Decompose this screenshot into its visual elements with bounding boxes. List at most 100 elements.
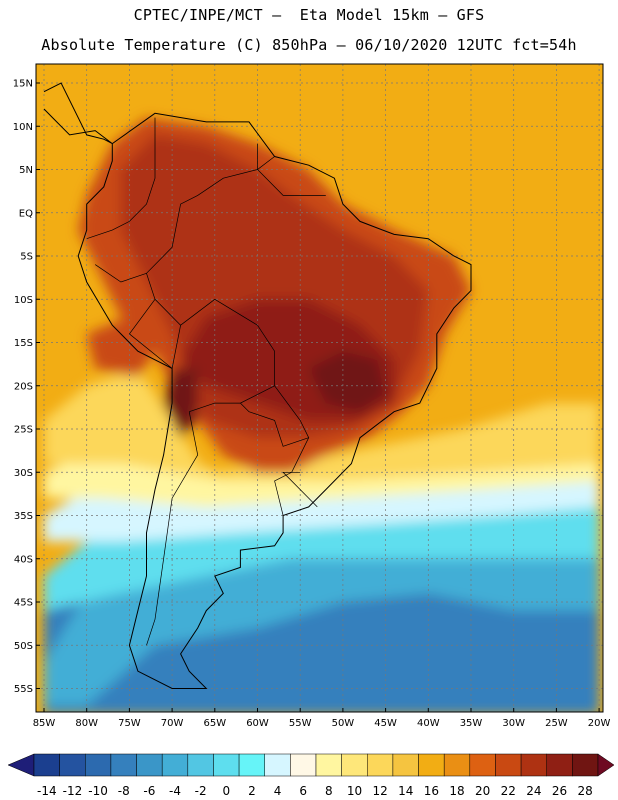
colorbar-swatch xyxy=(520,753,547,777)
colorbar-label: 14 xyxy=(398,784,413,798)
colorbar-swatch xyxy=(213,753,240,777)
lat-label: 5S xyxy=(20,252,33,263)
longitude-axis: 85W 80W 75W 70W 65W 60W 55W 50W 45W 40W 35W 30W 25W 2… xyxy=(33,708,611,729)
lon-label: 20W xyxy=(588,718,611,729)
lon-label: 60W xyxy=(246,718,269,729)
lon-label: 50W xyxy=(332,718,355,729)
colorbar-swatch xyxy=(264,753,291,777)
colorbar-swatch xyxy=(443,753,471,777)
lon-label: 35W xyxy=(460,718,483,729)
colorbar-swatch xyxy=(238,753,265,777)
lat-label: 30S xyxy=(14,468,33,479)
colorbar-swatch xyxy=(110,753,137,777)
lat-label: 10N xyxy=(13,122,33,133)
colorbar-swatch xyxy=(392,753,419,777)
title-line-2: Absolute Temperature (C) 850hPa — 06/10/… xyxy=(41,36,577,54)
lon-label: 40W xyxy=(417,718,440,729)
colorbar-label: 16 xyxy=(424,784,439,798)
lat-label: 55S xyxy=(14,684,33,695)
country-border xyxy=(86,117,156,240)
colorbar-label: 4 xyxy=(274,784,282,798)
colorbar-label: -12 xyxy=(63,784,83,798)
colorbar-swatch xyxy=(367,753,394,777)
temperature-field xyxy=(36,64,603,712)
central-america-coast xyxy=(43,82,113,145)
colorbar-swatch xyxy=(85,753,112,777)
lon-label: 30W xyxy=(502,718,525,729)
colorbar-label: 10 xyxy=(347,784,362,798)
country-border xyxy=(95,264,147,283)
colorbar-label: 12 xyxy=(372,784,387,798)
field-blob xyxy=(44,368,600,481)
country-border xyxy=(180,298,275,413)
lon-label: 45W xyxy=(374,718,397,729)
colorbar-label: 26 xyxy=(552,784,567,798)
country-border xyxy=(240,385,310,447)
colorbar-label: 2 xyxy=(248,784,256,798)
colorbar-swatch xyxy=(187,753,214,777)
colorbar-swatch xyxy=(495,753,522,777)
lat-label: 35S xyxy=(14,511,33,522)
lon-label: 75W xyxy=(118,718,141,729)
lat-label: 50S xyxy=(14,641,33,652)
colorbar-swatch xyxy=(290,753,317,777)
coastlines-borders xyxy=(43,82,472,689)
country-border xyxy=(146,411,199,646)
lat-label: 5N xyxy=(19,165,33,176)
colorbar-endcap-low xyxy=(7,753,35,777)
colorbar-swatch xyxy=(136,753,163,777)
latitude-axis: 15N 10N 5N EQ 5S 10S 15S 20S 25S 30S 35S 40S 45S 50S 5… xyxy=(13,79,40,695)
colorbar-label: 8 xyxy=(325,784,333,798)
colorbar-label: 24 xyxy=(526,784,541,798)
colorbar-label: -10 xyxy=(88,784,108,798)
lon-label: 55W xyxy=(289,718,312,729)
lat-label: EQ xyxy=(19,208,33,219)
colorbar-swatch xyxy=(33,753,60,777)
colorbar-label: 28 xyxy=(578,784,593,798)
lat-label: 15S xyxy=(14,338,33,349)
colorbar-swatch xyxy=(572,753,599,777)
lat-label: 10S xyxy=(14,295,33,306)
colorbar-label: 22 xyxy=(501,784,516,798)
colorbar-label: 6 xyxy=(299,784,307,798)
south-america-coast xyxy=(77,112,472,689)
colorbar-swatch xyxy=(161,753,189,777)
colorbar-swatch xyxy=(418,753,445,777)
graticule xyxy=(36,64,603,712)
colorbar-label: 18 xyxy=(449,784,464,798)
country-border xyxy=(274,437,310,516)
colorbar-swatch xyxy=(469,753,496,777)
lat-label: 25S xyxy=(14,425,33,436)
lon-label: 70W xyxy=(161,718,184,729)
colorbar-swatch xyxy=(59,753,86,777)
country-border xyxy=(128,299,173,369)
colorbar: -14 -12 -10 -8 -6 -4 -2 0 2 4 6 8 10 12 14 16 18 20 22 24 26… xyxy=(7,753,615,798)
colorbar-label: 0 xyxy=(222,784,230,798)
colorbar-label: -14 xyxy=(37,784,57,798)
title-line-1: CPTEC/INPE/MCT — Eta Model 15km — GFS xyxy=(133,6,485,24)
lon-label: 25W xyxy=(545,718,568,729)
country-border xyxy=(146,156,275,369)
field-blob xyxy=(86,316,155,378)
lat-label: 15N xyxy=(13,79,33,90)
map-frame xyxy=(35,63,604,713)
country-border xyxy=(282,471,318,508)
colorbar-label: 20 xyxy=(475,784,490,798)
lon-label: 80W xyxy=(75,718,98,729)
colorbar-label: -4 xyxy=(169,784,181,798)
colorbar-label: -2 xyxy=(195,784,207,798)
country-border xyxy=(257,143,326,196)
colorbar-swatch xyxy=(341,753,368,777)
lat-label: 20S xyxy=(14,381,33,392)
colorbar-label: -6 xyxy=(143,784,155,798)
lon-label: 85W xyxy=(33,718,56,729)
lat-label: 40S xyxy=(14,554,33,565)
colorbar-label: -8 xyxy=(118,784,130,798)
field-blob xyxy=(308,351,386,412)
colorbar-swatch xyxy=(315,753,342,777)
lat-label: 45S xyxy=(14,598,33,609)
lon-label: 65W xyxy=(203,718,226,729)
colorbar-swatch xyxy=(546,753,573,777)
colorbar-endcap-high xyxy=(597,753,615,777)
